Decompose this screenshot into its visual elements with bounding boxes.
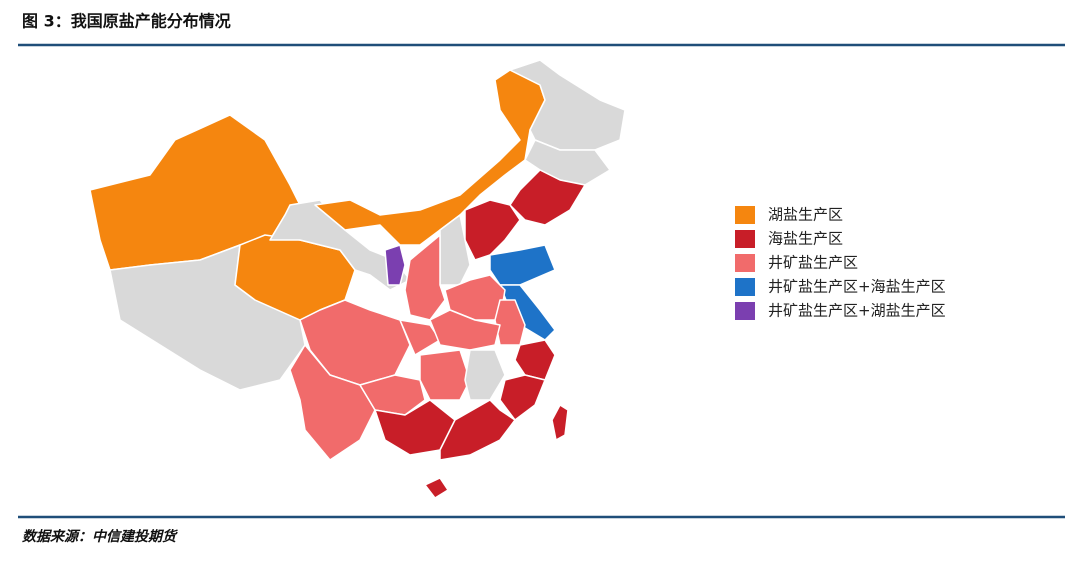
source-note: 数据来源：中信建投期货 <box>22 528 178 545</box>
legend-swatch <box>735 206 755 224</box>
map-region <box>289 344 376 461</box>
map-region <box>439 399 516 461</box>
map-region <box>489 244 556 286</box>
legend-label: 井矿盐生产区+湖盐生产区 <box>768 302 946 320</box>
map <box>89 59 626 499</box>
map-region <box>551 404 569 441</box>
map-region <box>509 169 586 226</box>
legend-label: 井矿盐生产区+海盐生产区 <box>768 278 946 296</box>
legend-swatch <box>735 254 755 272</box>
map-region <box>514 339 556 381</box>
map-region <box>429 309 501 351</box>
figure-title: 图 3：我国原盐产能分布情况 <box>22 12 231 31</box>
legend-swatch <box>735 278 755 296</box>
map-region <box>464 199 521 261</box>
legend-swatch <box>735 302 755 320</box>
legend-label: 海盐生产区 <box>768 230 843 248</box>
map-region <box>464 349 506 401</box>
legend-label: 湖盐生产区 <box>768 206 843 224</box>
map-region <box>384 244 406 286</box>
map-region <box>109 244 306 391</box>
map-region <box>404 234 446 321</box>
legend-swatch <box>735 230 755 248</box>
map-region <box>419 349 471 401</box>
map-region <box>424 477 449 499</box>
map-region <box>269 199 411 291</box>
map-region <box>499 374 546 421</box>
legend-label: 井矿盐生产区 <box>768 254 858 272</box>
